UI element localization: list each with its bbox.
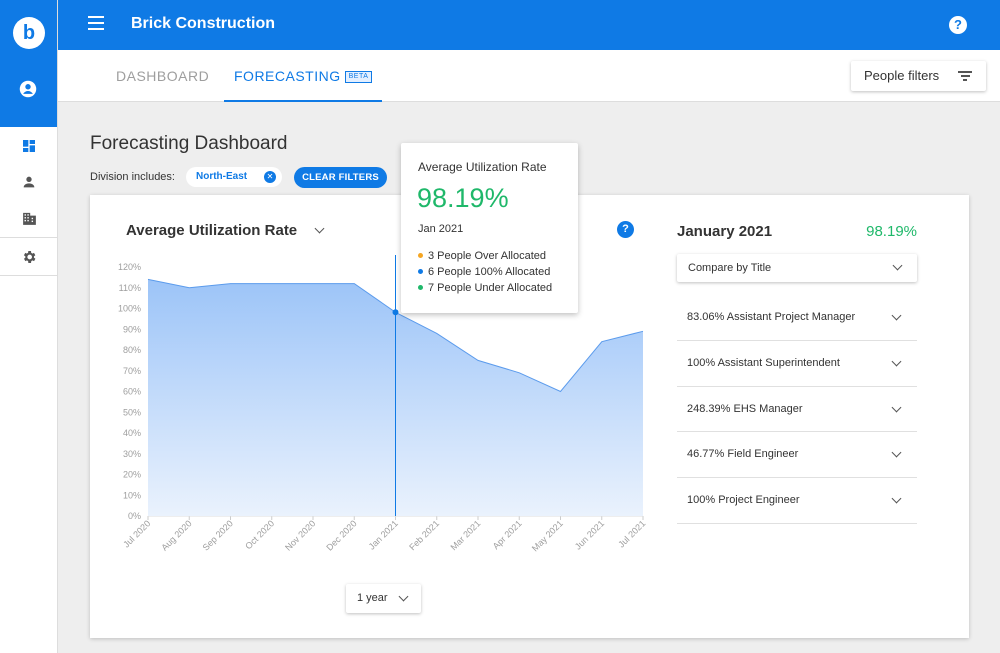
- x-tick-label: Jun 2021: [573, 518, 606, 551]
- account-circle-icon[interactable]: [19, 80, 37, 98]
- chevron-down-icon: [891, 310, 902, 321]
- gear-icon: [23, 251, 36, 263]
- filter-list-icon: [958, 71, 972, 81]
- tooltip-value: 98.19%: [417, 183, 509, 213]
- division-label: Division includes:: [90, 171, 175, 183]
- list-item[interactable]: 100% Assistant Superintendent: [677, 341, 917, 387]
- chevron-down-icon: [891, 356, 902, 367]
- x-tick-label: Jul 2021: [616, 518, 647, 549]
- tooltip-date: Jan 2021: [418, 223, 464, 235]
- list-item[interactable]: 100% Project Engineer: [677, 478, 917, 524]
- hover-point: [392, 309, 399, 316]
- status-dot: [418, 253, 423, 258]
- y-tick-label: 80%: [123, 345, 141, 355]
- y-tick-label: 20%: [123, 470, 141, 480]
- x-tick-label: May 2021: [530, 518, 565, 553]
- x-tick-label: Jul 2020: [121, 518, 152, 549]
- time-range-select[interactable]: 1 year: [346, 584, 421, 613]
- y-tick-label: 100%: [118, 304, 141, 314]
- division-chip[interactable]: North-East ✕: [186, 167, 282, 187]
- y-tick-label: 110%: [119, 283, 141, 293]
- page-title: Forecasting Dashboard: [90, 133, 288, 154]
- y-tick-label: 70%: [123, 366, 141, 376]
- list-item[interactable]: 46.77% Field Engineer: [677, 432, 917, 479]
- clear-filters-button[interactable]: CLEAR FILTERS: [294, 167, 387, 188]
- sidebar-item-buildings[interactable]: [0, 200, 58, 236]
- help-icon[interactable]: ?: [949, 16, 967, 34]
- chevron-down-icon: [892, 260, 903, 271]
- app-title: Brick Construction: [131, 15, 276, 32]
- tab-bar: DASHBOARD FORECASTING BETA People filters: [58, 50, 1000, 102]
- utilization-card: Average Utilization Rate ? 0% 10% 20% 30% 40…: [90, 195, 969, 638]
- sidebar-divider: [0, 237, 58, 238]
- y-tick-label: 60%: [123, 387, 141, 397]
- y-tick-label: 120%: [118, 262, 141, 272]
- dashboard-grid-icon: [23, 140, 35, 152]
- tooltip-under-allocated: 7 People Under Allocated: [418, 282, 552, 294]
- utilization-chart[interactable]: 0% 10% 20% 30% 40% 50% 60% 70% 80% 90% 100% 110% 120…: [90, 255, 660, 575]
- title-breakdown-list: 83.06% Assistant Project Manager 100% As…: [677, 295, 917, 524]
- sidebar-item-settings[interactable]: [0, 239, 58, 275]
- chart-tooltip: Average Utilization Rate 98.19% Jan 2021…: [401, 143, 578, 313]
- top-app-bar: Brick Construction ?: [58, 0, 1000, 50]
- x-tick-label: Feb 2021: [407, 518, 441, 552]
- tab-dashboard[interactable]: DASHBOARD: [116, 68, 210, 84]
- chevron-down-icon[interactable]: [314, 223, 325, 234]
- status-dot: [418, 269, 423, 274]
- summary-month: January 2021: [677, 223, 773, 240]
- chevron-down-icon: [891, 402, 902, 413]
- x-tick-label: Aug 2020: [159, 518, 193, 552]
- x-tick-label: Mar 2021: [448, 518, 482, 552]
- tooltip-fully-allocated: 6 People 100% Allocated: [418, 266, 550, 278]
- beta-badge: BETA: [344, 71, 373, 83]
- chevron-down-icon: [891, 447, 902, 458]
- sidebar-item-people[interactable]: [0, 164, 58, 200]
- chart-help-icon[interactable]: ?: [617, 221, 634, 238]
- x-tick-label: Dec 2020: [324, 518, 358, 552]
- x-tick-label: Nov 2020: [283, 518, 317, 552]
- building-icon: [22, 212, 36, 225]
- x-tick-label: Jan 2021: [367, 518, 400, 551]
- people-filters-button[interactable]: People filters: [851, 61, 986, 91]
- person-icon: [23, 176, 35, 188]
- chevron-down-icon: [398, 591, 409, 602]
- x-tick-label: Oct 2020: [243, 518, 276, 551]
- x-tick-label: Sep 2020: [201, 518, 235, 552]
- y-tick-label: 50%: [123, 407, 141, 417]
- sidebar-header: b: [0, 0, 57, 127]
- chevron-down-icon: [891, 493, 902, 504]
- compare-by-select[interactable]: Compare by Title: [677, 254, 917, 282]
- status-dot: [418, 285, 423, 290]
- y-tick-label: 30%: [123, 449, 141, 459]
- menu-icon[interactable]: [88, 16, 104, 30]
- list-item[interactable]: 248.39% EHS Manager: [677, 387, 917, 433]
- y-tick-label: 0%: [128, 511, 141, 521]
- sidebar: b: [0, 0, 58, 653]
- chip-remove-icon[interactable]: ✕: [264, 171, 276, 183]
- tooltip-title: Average Utilization Rate: [418, 160, 547, 174]
- y-tick-label: 10%: [123, 490, 141, 500]
- tab-forecasting[interactable]: FORECASTING BETA: [224, 50, 383, 102]
- sidebar-divider: [0, 275, 58, 276]
- summary-value: 98.19%: [866, 223, 917, 240]
- y-tick-label: 40%: [123, 428, 141, 438]
- sidebar-item-dashboard[interactable]: [0, 128, 58, 164]
- brand-logo[interactable]: b: [13, 17, 45, 49]
- y-tick-label: 90%: [123, 324, 141, 334]
- list-item[interactable]: 83.06% Assistant Project Manager: [677, 295, 917, 341]
- chart-title[interactable]: Average Utilization Rate: [126, 222, 298, 239]
- tooltip-over-allocated: 3 People Over Allocated: [418, 250, 546, 262]
- x-tick-label: Apr 2021: [491, 518, 524, 551]
